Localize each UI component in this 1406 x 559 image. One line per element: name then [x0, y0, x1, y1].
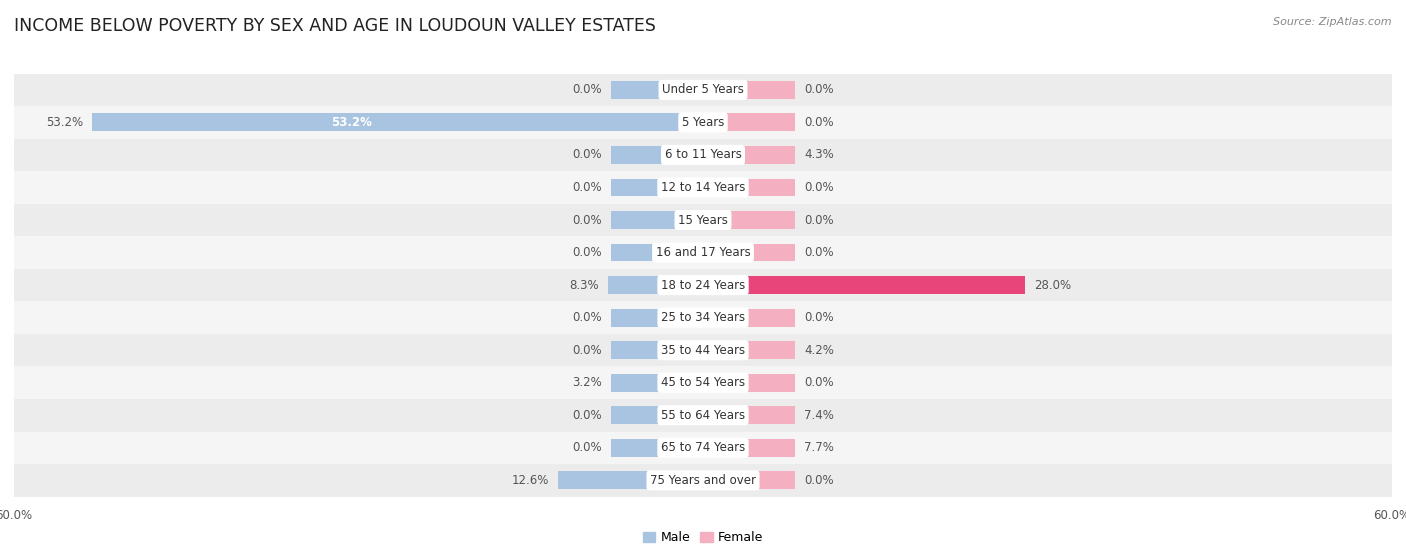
Text: 0.0%: 0.0%: [572, 149, 602, 162]
Bar: [703, 341, 794, 359]
Bar: [703, 276, 1025, 294]
Bar: [612, 309, 703, 326]
Bar: [703, 146, 794, 164]
Bar: [612, 244, 703, 262]
Text: 0.0%: 0.0%: [804, 474, 834, 487]
Text: 0.0%: 0.0%: [572, 344, 602, 357]
Text: 8.3%: 8.3%: [569, 278, 599, 292]
Text: 3.2%: 3.2%: [572, 376, 602, 389]
Bar: [703, 309, 794, 326]
Text: 12.6%: 12.6%: [512, 474, 550, 487]
Text: 0.0%: 0.0%: [572, 311, 602, 324]
Text: 0.0%: 0.0%: [804, 311, 834, 324]
Text: Source: ZipAtlas.com: Source: ZipAtlas.com: [1274, 17, 1392, 27]
Bar: [14, 464, 1392, 496]
Text: 0.0%: 0.0%: [572, 246, 602, 259]
Bar: [703, 244, 794, 262]
Text: 0.0%: 0.0%: [804, 181, 834, 194]
Text: 53.2%: 53.2%: [46, 116, 83, 129]
Bar: [607, 276, 703, 294]
Bar: [612, 439, 703, 457]
Text: 65 to 74 Years: 65 to 74 Years: [661, 441, 745, 454]
Bar: [703, 471, 794, 489]
Bar: [14, 399, 1392, 432]
Bar: [703, 113, 794, 131]
Legend: Male, Female: Male, Female: [638, 526, 768, 549]
Text: 35 to 44 Years: 35 to 44 Years: [661, 344, 745, 357]
Bar: [14, 236, 1392, 269]
Bar: [703, 178, 794, 196]
Text: 7.7%: 7.7%: [804, 441, 834, 454]
Bar: [558, 471, 703, 489]
Text: 45 to 54 Years: 45 to 54 Years: [661, 376, 745, 389]
Bar: [612, 374, 703, 392]
Bar: [703, 211, 794, 229]
Bar: [14, 139, 1392, 171]
Bar: [703, 374, 794, 392]
Text: 15 Years: 15 Years: [678, 214, 728, 226]
Bar: [14, 367, 1392, 399]
Text: 0.0%: 0.0%: [572, 181, 602, 194]
Bar: [14, 301, 1392, 334]
Bar: [703, 439, 794, 457]
Bar: [612, 146, 703, 164]
Text: 4.2%: 4.2%: [804, 344, 834, 357]
Bar: [612, 406, 703, 424]
Text: 0.0%: 0.0%: [804, 83, 834, 96]
Text: 0.0%: 0.0%: [804, 116, 834, 129]
Text: 0.0%: 0.0%: [572, 83, 602, 96]
Text: 75 Years and over: 75 Years and over: [650, 474, 756, 487]
Bar: [612, 211, 703, 229]
Bar: [93, 113, 703, 131]
Bar: [612, 178, 703, 196]
Bar: [14, 432, 1392, 464]
Text: 0.0%: 0.0%: [572, 214, 602, 226]
Text: INCOME BELOW POVERTY BY SEX AND AGE IN LOUDOUN VALLEY ESTATES: INCOME BELOW POVERTY BY SEX AND AGE IN L…: [14, 17, 657, 35]
Text: 18 to 24 Years: 18 to 24 Years: [661, 278, 745, 292]
Text: 6 to 11 Years: 6 to 11 Years: [665, 149, 741, 162]
Bar: [612, 81, 703, 99]
Text: Under 5 Years: Under 5 Years: [662, 83, 744, 96]
Text: 7.4%: 7.4%: [804, 409, 834, 421]
Bar: [14, 106, 1392, 139]
Text: 0.0%: 0.0%: [572, 409, 602, 421]
Bar: [14, 203, 1392, 236]
Bar: [703, 81, 794, 99]
Text: 16 and 17 Years: 16 and 17 Years: [655, 246, 751, 259]
Bar: [14, 334, 1392, 367]
Text: 55 to 64 Years: 55 to 64 Years: [661, 409, 745, 421]
Text: 0.0%: 0.0%: [572, 441, 602, 454]
Text: 53.2%: 53.2%: [332, 116, 373, 129]
Bar: [14, 74, 1392, 106]
Text: 4.3%: 4.3%: [804, 149, 834, 162]
Bar: [14, 269, 1392, 301]
Text: 12 to 14 Years: 12 to 14 Years: [661, 181, 745, 194]
Bar: [14, 171, 1392, 203]
Text: 28.0%: 28.0%: [1033, 278, 1071, 292]
Text: 5 Years: 5 Years: [682, 116, 724, 129]
Bar: [612, 341, 703, 359]
Bar: [703, 406, 794, 424]
Text: 0.0%: 0.0%: [804, 214, 834, 226]
Text: 0.0%: 0.0%: [804, 376, 834, 389]
Text: 25 to 34 Years: 25 to 34 Years: [661, 311, 745, 324]
Text: 0.0%: 0.0%: [804, 246, 834, 259]
